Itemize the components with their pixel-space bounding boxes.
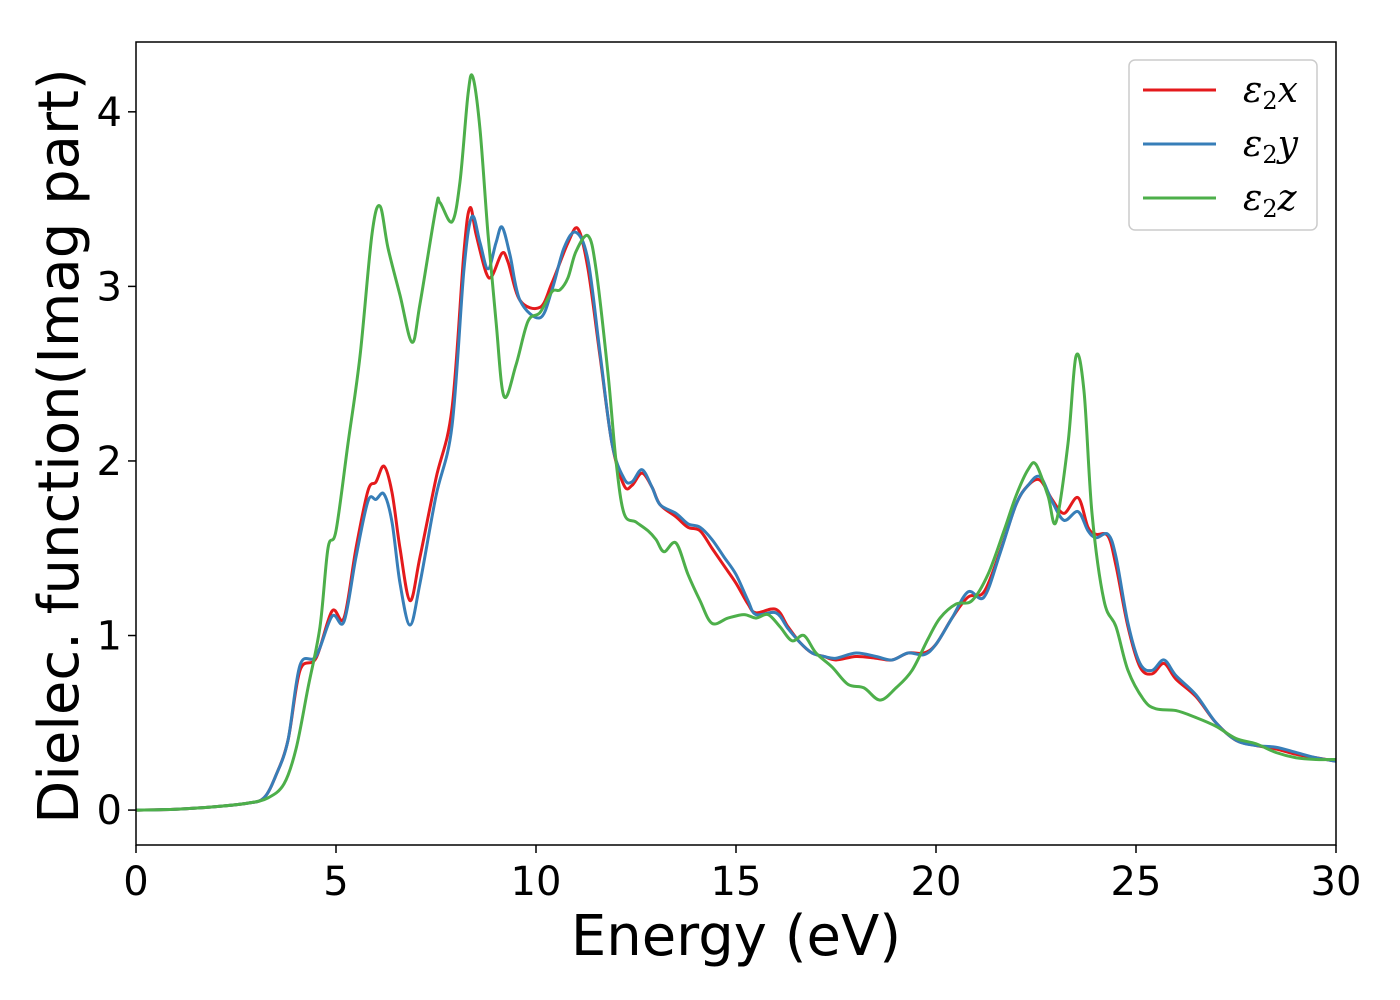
legend-label-y: ε2y: [1243, 124, 1299, 169]
x-tick-label: 0: [123, 859, 148, 905]
x-tick-label: 20: [911, 859, 962, 905]
legend-box: [1128, 59, 1318, 231]
x-tick-label: 15: [711, 859, 762, 905]
x-tick-label: 25: [1111, 859, 1162, 905]
legend-label-x: ε2x: [1243, 70, 1298, 115]
x-tick-label: 30: [1311, 859, 1362, 905]
y-axis-ticks: 0 1 2 3 4: [97, 90, 136, 834]
legend: ε2x ε2y ε2z: [1128, 59, 1318, 231]
series-line-x: [136, 206, 1336, 812]
y-tick-label: 1: [97, 614, 122, 660]
y-tick-label: 0: [97, 788, 122, 834]
y-tick-label: 2: [97, 439, 122, 485]
y-axis-label: Dielec. function(Imag part): [27, 68, 92, 824]
series-line-y: [136, 214, 1336, 812]
legend-label-z: ε2z: [1243, 178, 1298, 223]
x-axis-label: Energy (eV): [571, 904, 901, 969]
y-tick-label: 3: [97, 264, 122, 310]
series-layer: [136, 73, 1336, 812]
x-tick-label: 10: [511, 859, 562, 905]
y-tick-label: 4: [97, 90, 122, 136]
x-tick-label: 5: [323, 859, 348, 905]
series-line-z: [136, 73, 1336, 812]
x-axis-ticks: 0 5 10 15 20 25 30: [123, 845, 1361, 905]
